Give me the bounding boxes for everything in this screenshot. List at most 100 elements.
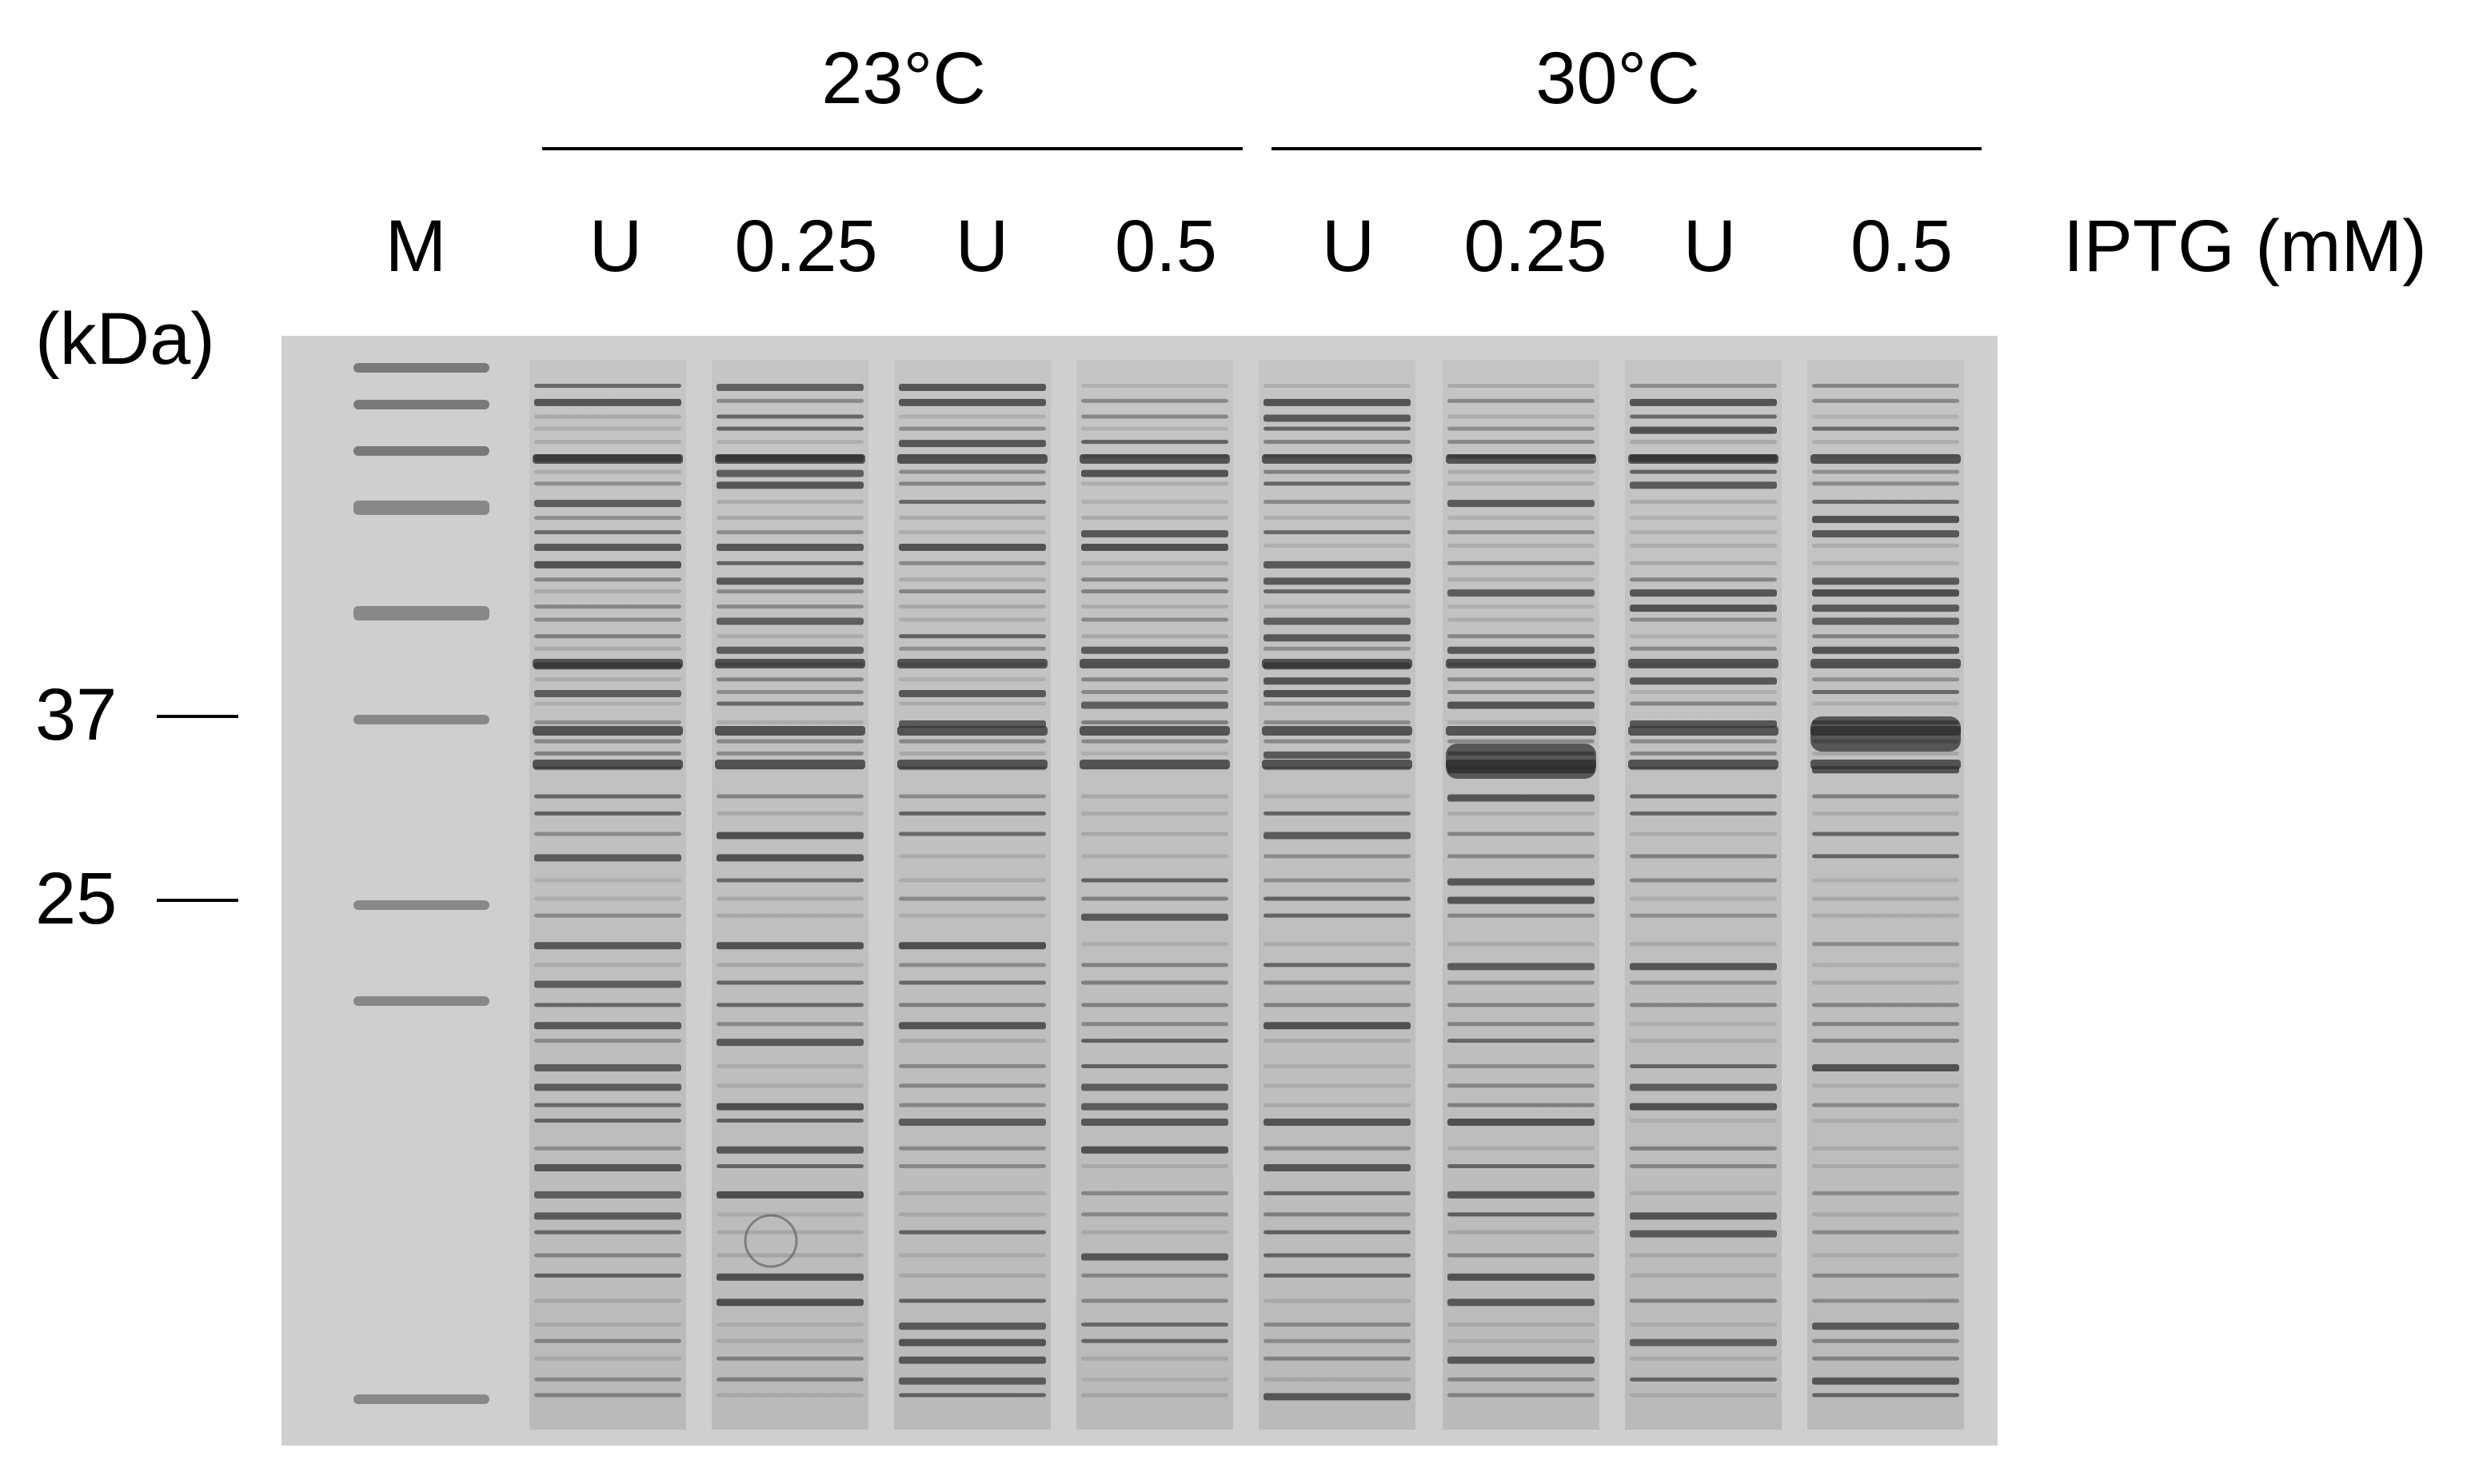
sample-band bbox=[717, 617, 864, 625]
sample-band bbox=[1812, 516, 1959, 524]
sample-band bbox=[533, 454, 683, 464]
sample-band bbox=[717, 794, 864, 799]
sample-band bbox=[534, 530, 681, 535]
sample-band bbox=[1263, 426, 1411, 431]
sample-band bbox=[899, 854, 1046, 859]
sample-band bbox=[717, 544, 864, 552]
sample-band bbox=[1630, 942, 1777, 947]
sample-band bbox=[899, 617, 1046, 622]
sample-band bbox=[1263, 1393, 1411, 1401]
sample-band bbox=[1630, 963, 1777, 971]
sample-band bbox=[1081, 720, 1228, 724]
sample-band bbox=[899, 544, 1046, 552]
sample-band bbox=[1081, 854, 1228, 859]
sample-band bbox=[534, 677, 681, 682]
sample-band bbox=[1812, 634, 1959, 639]
sample-band bbox=[1630, 646, 1777, 651]
sample-band bbox=[899, 1103, 1046, 1107]
sample-band bbox=[1812, 440, 1959, 445]
sample-band bbox=[717, 1377, 864, 1382]
sample-band bbox=[1447, 530, 1595, 535]
sample-band bbox=[899, 1063, 1046, 1068]
sample-band bbox=[534, 469, 681, 474]
sample-band bbox=[1447, 500, 1595, 508]
marker-band bbox=[353, 400, 489, 409]
sample-band bbox=[1447, 1298, 1595, 1306]
sample-band bbox=[1081, 1191, 1228, 1195]
sample-band bbox=[1263, 469, 1411, 474]
sample-band bbox=[1630, 1103, 1777, 1111]
sample-band bbox=[1081, 1003, 1228, 1007]
sample-band bbox=[1812, 1103, 1959, 1107]
lane-label-30-025: 0.25 bbox=[1463, 205, 1607, 287]
sample-band bbox=[899, 878, 1046, 883]
sample-band bbox=[1447, 617, 1595, 622]
sample-band bbox=[1630, 530, 1777, 535]
sample-band bbox=[533, 760, 683, 769]
unit-label: (kDa) bbox=[35, 298, 215, 380]
sample-band bbox=[899, 530, 1046, 535]
sample-band bbox=[717, 751, 864, 756]
sample-band bbox=[715, 454, 865, 464]
sample-band bbox=[1263, 878, 1411, 883]
sample-band bbox=[1812, 878, 1959, 883]
sample-band bbox=[1630, 1356, 1777, 1361]
sample-band bbox=[1447, 1212, 1595, 1217]
sample-band bbox=[1812, 1039, 1959, 1043]
sample-band bbox=[1630, 1393, 1777, 1398]
sample-band bbox=[717, 980, 864, 985]
sample-band bbox=[1447, 1039, 1595, 1043]
sample-band bbox=[1263, 854, 1411, 859]
sample-band bbox=[1447, 398, 1595, 403]
sample-band bbox=[1630, 794, 1777, 799]
sample-band bbox=[899, 677, 1046, 682]
gel-image bbox=[281, 336, 1998, 1446]
mw-label-25: 25 bbox=[35, 858, 118, 939]
sample-band bbox=[717, 739, 864, 744]
sample-band bbox=[717, 577, 864, 585]
sample-band bbox=[717, 1119, 864, 1123]
sample-band bbox=[1446, 659, 1596, 668]
sample-band bbox=[717, 854, 864, 862]
sample-band bbox=[1812, 589, 1959, 597]
sample-band bbox=[533, 726, 683, 736]
sample-band bbox=[1630, 398, 1777, 406]
sample-band bbox=[1812, 963, 1959, 967]
sample-band bbox=[1812, 832, 1959, 836]
sample-band bbox=[1447, 634, 1595, 639]
sample-band bbox=[717, 1273, 864, 1281]
sample-band bbox=[717, 1322, 864, 1327]
sample-band bbox=[1081, 677, 1228, 682]
lane-label-23-u2: U bbox=[955, 205, 1009, 287]
sample-band bbox=[1262, 726, 1412, 736]
sample-band bbox=[1081, 1230, 1228, 1235]
sample-band bbox=[1081, 690, 1228, 695]
sample-band bbox=[1081, 426, 1228, 431]
sample-band bbox=[1263, 677, 1411, 685]
sample-band bbox=[717, 1338, 864, 1343]
sample-band bbox=[534, 1377, 681, 1382]
sample-band bbox=[1812, 577, 1959, 585]
sample-band bbox=[1812, 1230, 1959, 1235]
sample-band bbox=[534, 481, 681, 486]
sample-band bbox=[1262, 659, 1412, 668]
sample-band bbox=[1263, 646, 1411, 651]
sample-band bbox=[1630, 440, 1777, 445]
sample-band bbox=[1810, 454, 1961, 464]
sample-band bbox=[1263, 1083, 1411, 1088]
sample-band bbox=[1447, 963, 1595, 971]
sample-band bbox=[1812, 677, 1959, 682]
sample-band bbox=[1081, 701, 1228, 709]
sample-band bbox=[1263, 604, 1411, 609]
sample-band bbox=[1630, 604, 1777, 612]
sample-band bbox=[534, 440, 681, 445]
sample-band bbox=[1812, 1022, 1959, 1027]
sample-band bbox=[1447, 1393, 1595, 1398]
sample-band bbox=[1263, 751, 1411, 759]
sample-band bbox=[899, 963, 1046, 967]
sample-band bbox=[534, 1063, 681, 1071]
sample-band bbox=[1812, 1356, 1959, 1361]
sample-band bbox=[717, 646, 864, 654]
sample-band bbox=[717, 720, 864, 724]
sample-band bbox=[1812, 913, 1959, 918]
